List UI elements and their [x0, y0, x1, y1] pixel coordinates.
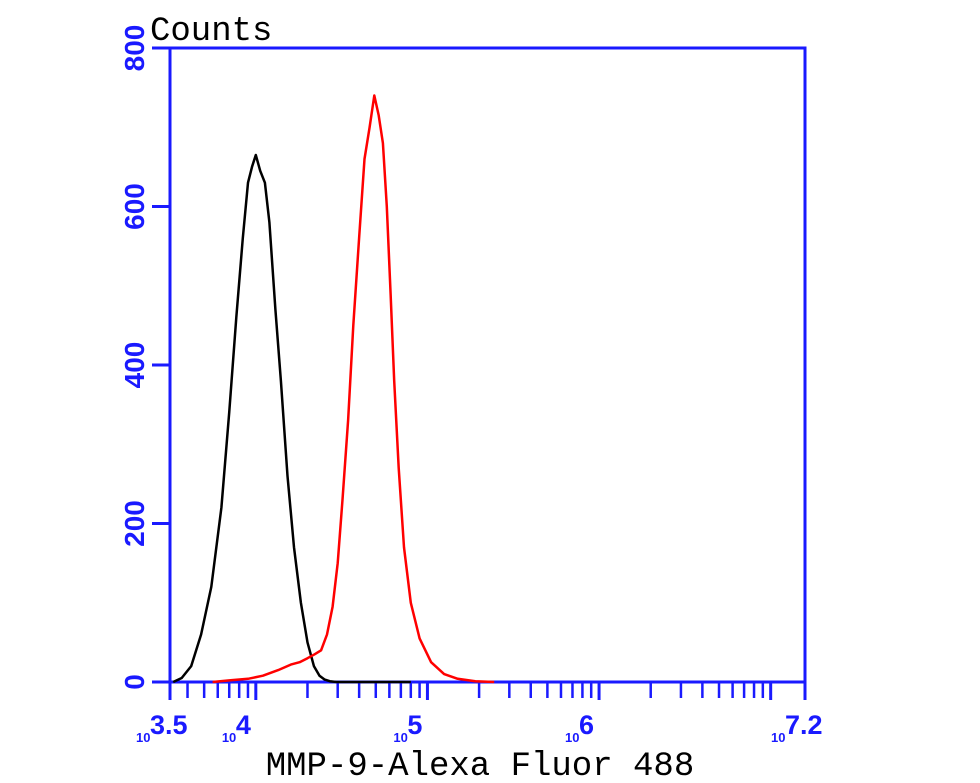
- x-axis-ticks: 10 3.5 10 4 10 5 10 6 10 7.2: [136, 682, 823, 745]
- x-tick-exponent: 6: [579, 710, 594, 740]
- x-tick-exponent: 3.5: [150, 710, 188, 740]
- x-tick-exponent: 4: [236, 710, 251, 740]
- series-line-2: [212, 94, 495, 684]
- plot-frame: [168, 46, 807, 684]
- y-tick-label: 600: [119, 183, 150, 230]
- y-tick-label: 200: [119, 500, 150, 547]
- x-tick-base: 10: [222, 730, 236, 745]
- y-axis-title: Counts: [150, 13, 272, 51]
- x-tick-label: 10 6: [565, 710, 594, 745]
- x-tick-base: 10: [565, 730, 579, 745]
- series-line-1: [172, 153, 411, 684]
- y-tick-label: 0: [119, 674, 150, 690]
- y-axis-ticks: 0 200 400 600 800: [119, 25, 170, 690]
- x-axis-title: MMP-9-Alexa Fluor 488: [266, 748, 694, 783]
- x-tick-base: 10: [136, 730, 150, 745]
- x-tick-exponent: 7.2: [785, 710, 823, 740]
- y-tick-label: 800: [119, 25, 150, 72]
- x-tick-label: 10 4: [222, 710, 251, 745]
- x-tick-label: 10 7.2: [771, 710, 823, 745]
- series-layer: [172, 94, 495, 684]
- x-tick-label: 10 3.5: [136, 710, 188, 745]
- x-tick-exponent: 5: [407, 710, 422, 740]
- x-tick-base: 10: [393, 730, 407, 745]
- x-tick-base: 10: [771, 730, 785, 745]
- y-tick-label: 400: [119, 342, 150, 389]
- x-tick-label: 10 5: [393, 710, 422, 745]
